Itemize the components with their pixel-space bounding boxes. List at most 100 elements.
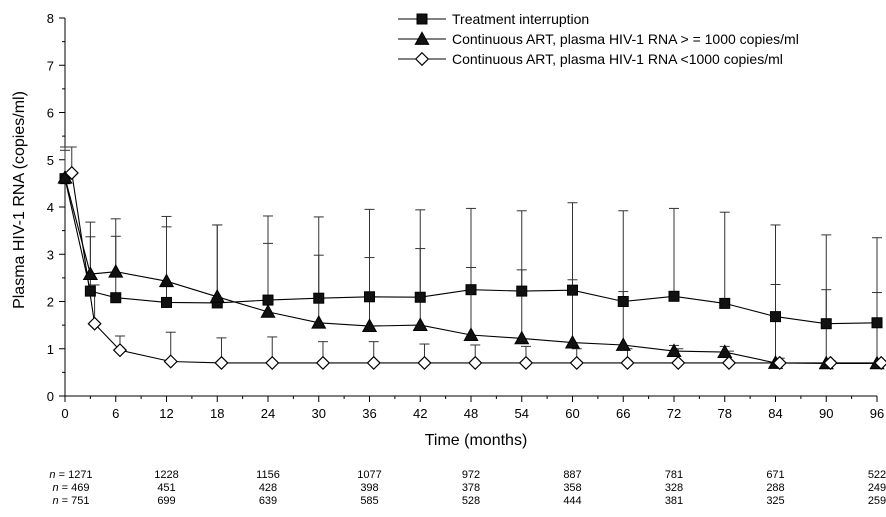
x-tick-label: 96: [870, 406, 884, 421]
data-point-series-1: [668, 290, 680, 302]
data-point-series-1: [364, 291, 375, 303]
legend: Treatment interruption Continuous ART, pl…: [398, 11, 799, 67]
x-tick-label: 84: [768, 406, 782, 421]
y-tick-label: 4: [47, 200, 54, 215]
x-tick-label: 0: [61, 406, 68, 421]
n-count: 699: [157, 495, 175, 507]
x-tick-label: 54: [515, 406, 529, 421]
n-count: 444: [563, 495, 581, 507]
data-point-series-2: [717, 344, 733, 358]
data-point-series-1: [871, 317, 883, 329]
x-tick-label: 24: [261, 406, 275, 421]
y-tick-label: 6: [47, 106, 54, 121]
data-point-series-2: [158, 273, 175, 288]
data-point-series-2: [311, 314, 327, 329]
data-point-series-1: [516, 285, 528, 297]
n-count: 398: [360, 482, 378, 494]
data-point-series-3: [265, 355, 280, 371]
data-point-series-2: [57, 169, 73, 184]
n-count: 378: [462, 482, 480, 494]
data-point-series-3: [671, 355, 686, 371]
series-line-1: [64, 178, 878, 325]
data-point-series-2: [209, 288, 225, 303]
x-tick-label: 6: [112, 406, 119, 421]
n-count: 781: [665, 469, 683, 481]
x-tick-label: 60: [565, 406, 579, 421]
data-point-series-2: [361, 318, 378, 332]
n-count: 522: [868, 469, 886, 481]
x-tick-label: 78: [718, 406, 732, 421]
data-point-series-1: [465, 284, 477, 296]
x-tick-label: 12: [159, 406, 173, 421]
data-point-series-1: [414, 291, 426, 303]
data-point-series-3: [163, 354, 178, 369]
data-point-series-3: [64, 165, 79, 181]
legend-marker: [414, 51, 430, 67]
data-point-series-1: [110, 292, 122, 304]
n-count: 528: [462, 495, 480, 507]
x-tick-label: 18: [210, 406, 224, 421]
n-count: 1228: [154, 469, 178, 481]
data-point-series-2: [463, 327, 479, 341]
n-count: 1156: [256, 469, 280, 481]
data-point-series-1: [84, 285, 96, 297]
n-count: 887: [563, 469, 581, 481]
data-point-series-2: [514, 330, 530, 345]
y-axis-title: Plasma HIV-1 RNA (copies/ml): [11, 91, 28, 309]
n-count: 972: [462, 469, 480, 481]
series-line-2: [64, 177, 877, 364]
y-tick-label: 1: [47, 342, 54, 357]
legend-marker: [416, 13, 428, 25]
n-count: 328: [665, 482, 683, 494]
x-axis-title: Time (months): [425, 432, 528, 449]
data-point-series-3: [721, 355, 737, 371]
data-point-series-1: [770, 311, 781, 323]
data-point-series-3: [112, 343, 128, 358]
x-tick-label: 72: [667, 406, 681, 421]
data-point-series-3: [366, 355, 381, 371]
data-point-series-3: [518, 355, 534, 371]
data-point-series-2: [260, 304, 276, 318]
data-point-series-2: [666, 343, 682, 358]
data-point-series-2: [564, 334, 581, 349]
data-point-series-3: [620, 355, 635, 371]
x-tick-label: 42: [413, 406, 427, 421]
n-count: n = 1271: [49, 469, 92, 481]
data-point-series-3: [823, 355, 838, 371]
x-tick-label: 90: [819, 406, 833, 421]
legend-label: Treatment interruption: [452, 11, 589, 27]
y-tick-label: 7: [47, 58, 54, 73]
data-point-series-1: [820, 318, 832, 330]
n-count: n = 751: [52, 495, 89, 507]
x-tick-label: 66: [616, 406, 630, 421]
data-point-series-3: [214, 355, 229, 371]
data-point-series-1: [161, 296, 172, 308]
data-point-series-3: [772, 355, 787, 371]
x-tick-label: 36: [362, 406, 376, 421]
n-count: 381: [665, 495, 683, 507]
data-point-series-1: [313, 292, 325, 304]
series-lines: [64, 172, 882, 364]
n-count: 428: [259, 482, 277, 494]
data-point-series-1: [617, 296, 629, 307]
x-tick-label: 48: [464, 406, 478, 421]
data-point-series-1: [719, 297, 731, 309]
data-point-series-1: [567, 284, 578, 296]
data-point-series-3: [569, 355, 584, 371]
n-count: 325: [766, 495, 784, 507]
data-point-series-2: [108, 263, 124, 278]
series-markers: [57, 165, 886, 371]
legend-label: Continuous ART, plasma HIV-1 RNA > = 100…: [452, 31, 799, 47]
data-point-series-3: [468, 355, 483, 371]
data-point-series-3: [417, 355, 432, 371]
data-point-series-1: [262, 294, 274, 306]
y-tick-label: 0: [47, 389, 54, 404]
data-point-series-2: [412, 317, 428, 332]
n-count: n = 469: [52, 482, 89, 494]
n-count: 585: [360, 495, 378, 507]
data-point-series-3: [87, 316, 102, 331]
y-tick-label: 2: [47, 295, 54, 310]
data-point-series-2: [82, 266, 98, 280]
